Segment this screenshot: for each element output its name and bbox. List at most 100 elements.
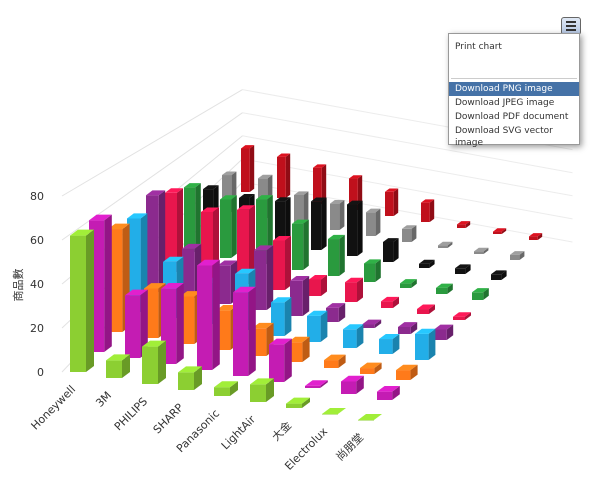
column-top [70, 229, 94, 236]
column [328, 234, 345, 276]
column-front [294, 194, 304, 224]
column-top [434, 324, 454, 330]
column-front [438, 245, 448, 248]
column-front [396, 370, 411, 380]
column [345, 277, 363, 302]
column-top [125, 289, 148, 296]
column-front [286, 403, 302, 408]
column-top [421, 199, 435, 203]
column-side [392, 385, 400, 400]
column [233, 286, 256, 376]
column-side [249, 145, 255, 192]
column-top [180, 291, 202, 297]
menu-button[interactable] [561, 17, 581, 35]
y-tick-label: 0 [37, 366, 44, 379]
column-side [429, 259, 435, 268]
column-front [421, 202, 430, 222]
grid-line [61, 89, 243, 197]
column [125, 289, 148, 358]
column [277, 153, 291, 198]
column-top [415, 328, 436, 334]
column-top [220, 195, 237, 200]
column-top [381, 296, 399, 302]
column [419, 259, 435, 268]
menu-item[interactable]: Download JPEG image [455, 98, 555, 108]
column-top [127, 213, 148, 219]
column-top [214, 381, 238, 388]
column-front [256, 199, 268, 264]
column-top [326, 303, 346, 308]
column-side [447, 241, 453, 248]
column-front [237, 209, 249, 284]
column-side [374, 362, 382, 374]
column-front [326, 307, 339, 322]
column-front [70, 235, 86, 372]
column-top [324, 354, 346, 361]
column-front [434, 329, 447, 340]
column-top [233, 286, 256, 293]
column [436, 283, 453, 294]
column-side [429, 199, 435, 222]
column-front [250, 384, 266, 402]
column [241, 145, 255, 192]
column-top [161, 283, 184, 289]
column-front [377, 391, 393, 400]
column-top [288, 336, 310, 343]
column-top [106, 354, 130, 361]
column-side [356, 324, 364, 348]
column-side [195, 183, 201, 252]
column-side [303, 191, 309, 224]
column-top [290, 276, 310, 281]
column [322, 408, 346, 415]
column-top [366, 208, 381, 213]
x-tick-label: SHARP [151, 401, 187, 437]
grid-line [242, 112, 573, 174]
column-top [203, 185, 219, 190]
column-front [214, 387, 230, 396]
column-side [158, 340, 166, 384]
column [343, 324, 364, 348]
menu-item[interactable]: Print chart [455, 42, 502, 52]
column-side [483, 288, 489, 300]
grid-line [242, 181, 573, 243]
column-top [474, 247, 489, 252]
column-top [457, 221, 471, 225]
column-top [89, 214, 112, 221]
column-side [338, 354, 346, 368]
column-top [377, 385, 400, 392]
column [146, 190, 166, 292]
column-top [398, 322, 418, 327]
column [250, 378, 274, 402]
column [273, 236, 291, 290]
menu-item[interactable]: Download PDF document [455, 112, 569, 122]
column-top [438, 241, 453, 246]
column-side [339, 234, 345, 276]
column-front [455, 268, 466, 274]
column-side [284, 297, 292, 336]
column-top [360, 362, 382, 369]
column-top [218, 260, 238, 266]
column-top [250, 378, 274, 385]
column-front [472, 292, 484, 300]
column [326, 303, 346, 322]
menu-item[interactable]: Download SVG vector image [455, 126, 553, 148]
column [307, 310, 328, 342]
x-tick-label: Honeywell [29, 383, 79, 433]
column-top [258, 174, 273, 179]
column [220, 195, 237, 258]
column-front [358, 420, 374, 421]
column-front [417, 309, 429, 314]
grid-line [242, 158, 573, 220]
menu-item[interactable]: Download PNG image [449, 82, 579, 96]
column-front [307, 315, 321, 342]
column-side [375, 208, 381, 236]
column-front [493, 231, 502, 234]
column-top [241, 145, 255, 149]
column [286, 397, 310, 408]
column-front [165, 192, 177, 272]
column-side [86, 229, 94, 372]
column-top [222, 171, 237, 176]
column-side [302, 276, 310, 316]
column-front [197, 265, 213, 370]
column-top [165, 188, 183, 193]
